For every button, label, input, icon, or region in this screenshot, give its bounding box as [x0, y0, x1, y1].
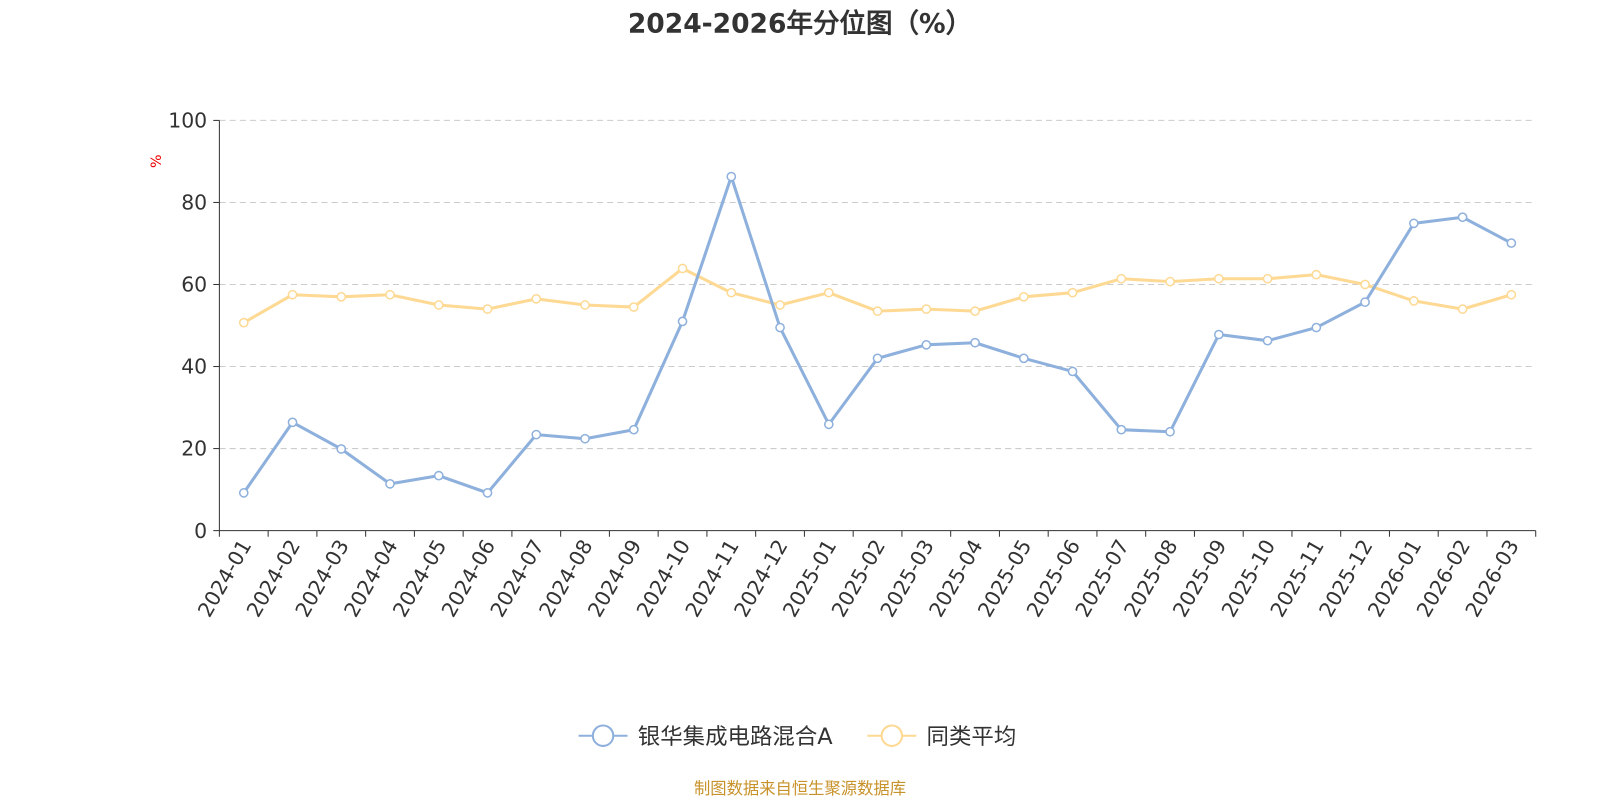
legend-item-category-average[interactable]: 同类平均	[867, 724, 1016, 750]
data-point	[823, 287, 834, 298]
legend-circle-icon	[591, 724, 615, 747]
data-point	[287, 289, 298, 300]
data-point	[1408, 296, 1419, 306]
data-point	[1067, 287, 1078, 298]
series-fund	[238, 171, 1517, 498]
data-point	[531, 429, 542, 440]
data-point	[580, 300, 590, 310]
data-point	[336, 291, 347, 302]
chart-title: 2024-2026年分位图（%）	[628, 9, 972, 40]
data-point	[823, 419, 834, 430]
data-point	[628, 302, 639, 312]
y-tick-label: 0	[194, 519, 207, 543]
data-point	[1018, 353, 1029, 364]
legend-label: 银华集成电路混合A	[638, 724, 834, 750]
data-point	[1213, 329, 1224, 340]
data-point	[1116, 424, 1127, 435]
y-tick-label: 20	[181, 437, 207, 461]
data-point	[1311, 322, 1322, 333]
data-point	[1506, 238, 1517, 248]
data-point	[1506, 289, 1517, 300]
data-point	[1360, 297, 1370, 307]
series-group	[238, 171, 1517, 498]
data-point	[775, 300, 785, 310]
y-tick-label: 40	[181, 355, 207, 379]
data-point	[921, 304, 932, 314]
data-point	[531, 293, 542, 304]
data-point	[1018, 291, 1029, 302]
legend-label: 同类平均	[927, 724, 1017, 750]
data-point	[482, 488, 493, 498]
data-point	[238, 317, 249, 328]
data-point	[385, 479, 395, 489]
data-point	[1165, 276, 1175, 287]
axes: 0204060801002024-012024-022024-032024-04…	[168, 109, 1537, 621]
data-point	[1262, 273, 1273, 284]
legend-item-fund[interactable]: 银华集成电路混合A	[578, 724, 834, 750]
y-axis-label: %	[149, 154, 165, 168]
data-point	[433, 470, 444, 481]
data-point	[677, 316, 688, 327]
data-point	[1262, 335, 1273, 346]
data-point	[970, 337, 980, 348]
series-line	[242, 175, 1513, 495]
data-point	[872, 353, 883, 364]
data-point	[1311, 269, 1322, 280]
data-point	[336, 444, 347, 454]
legend[interactable]: 银华集成电路混合A 同类平均	[578, 724, 1017, 750]
y-tick-label: 80	[181, 191, 207, 215]
source-note: 制图数据来自恒生聚源数据库	[694, 779, 906, 798]
y-tick-label: 60	[181, 273, 207, 297]
data-point	[970, 306, 980, 316]
data-point	[433, 300, 444, 310]
data-point	[1213, 273, 1224, 284]
data-point	[775, 322, 785, 333]
data-point	[628, 424, 639, 435]
data-point	[726, 287, 737, 298]
data-point	[1116, 273, 1127, 284]
data-point	[1408, 218, 1419, 229]
data-point	[482, 304, 493, 314]
data-point	[677, 263, 688, 274]
data-point	[1457, 304, 1468, 314]
data-point	[1360, 279, 1370, 290]
grid-lines	[219, 119, 1536, 450]
legend-circle-icon	[880, 724, 904, 747]
data-point	[1165, 426, 1175, 437]
data-point	[238, 488, 249, 498]
data-point	[1067, 366, 1078, 377]
data-point	[385, 289, 395, 300]
data-point	[1457, 212, 1468, 223]
series-category-average	[238, 263, 1517, 328]
y-tick-label: 100	[168, 109, 207, 133]
data-point	[580, 433, 590, 444]
data-point	[872, 306, 883, 316]
data-point	[287, 417, 298, 428]
data-point	[726, 171, 737, 182]
data-point	[921, 339, 932, 350]
